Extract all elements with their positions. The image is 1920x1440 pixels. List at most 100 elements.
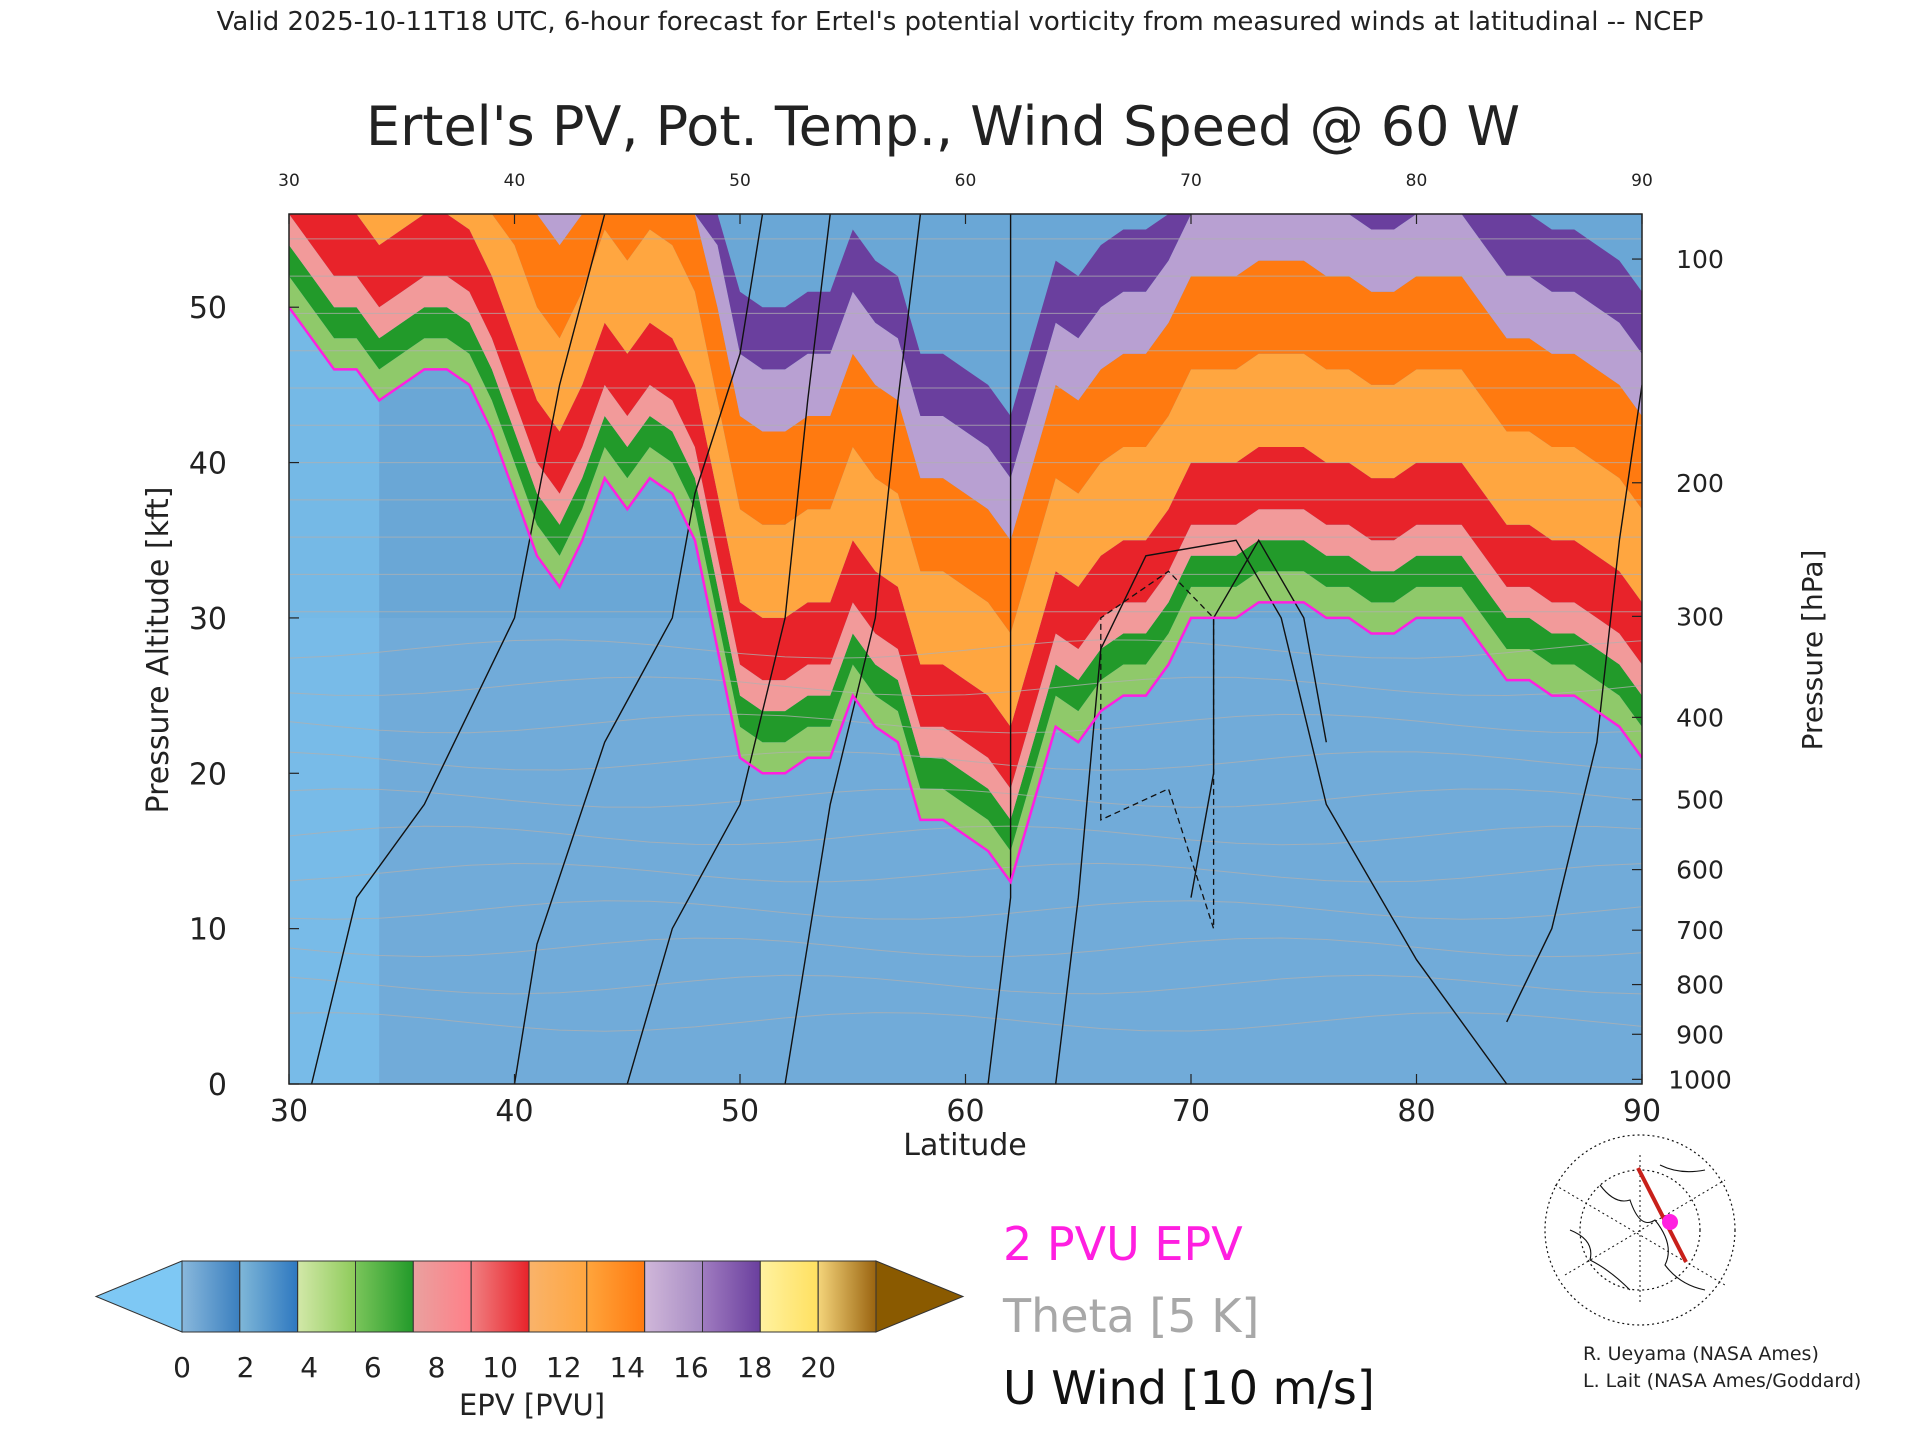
colorbar-segment — [412, 1260, 472, 1333]
theta-contour-9 — [289, 676, 1642, 697]
colorbar-segment — [470, 1260, 530, 1333]
epv-band-4 — [289, 214, 1642, 727]
wind-contours — [310, 214, 1642, 1084]
x-top-tick-label: 60 — [955, 171, 977, 191]
theta-contour-3 — [289, 900, 1642, 920]
plot-area — [289, 214, 1642, 1084]
y-tick-label: 20 — [189, 757, 227, 792]
x-tick-label: 30 — [270, 1094, 308, 1129]
colorbar-label: EPV [PVU] — [459, 1388, 605, 1422]
location-map-inset — [1540, 1134, 1740, 1326]
epv-band-0 — [289, 276, 1642, 883]
wind-contour-3 — [784, 214, 922, 1084]
y-tick-label: 40 — [189, 447, 227, 482]
colorbar-under-arrow — [94, 1260, 183, 1333]
colorbar-tick-label: 10 — [482, 1351, 518, 1384]
pressure-tick-label: 300 — [1676, 602, 1724, 631]
x-axis-label: Latitude — [903, 1128, 1026, 1163]
axis-ticks: 3030404050506060707080809090010203040501… — [189, 171, 1732, 1129]
pressure-tick-label: 800 — [1676, 971, 1724, 1000]
pressure-tick-label: 600 — [1676, 856, 1724, 885]
colorbar-segment — [181, 1260, 241, 1333]
wind-contour-0 — [310, 214, 606, 1084]
pressure-tick-label: 700 — [1676, 916, 1724, 945]
colorbar-segment — [528, 1260, 588, 1333]
colorbar-segment — [297, 1260, 357, 1333]
map-latitude-ring-outer — [1544, 1134, 1736, 1326]
x-top-tick-label: 90 — [1631, 171, 1653, 191]
theta-contour-2 — [289, 937, 1642, 958]
colorbar-tick-label: 8 — [428, 1351, 446, 1384]
theta-contour-4 — [289, 862, 1642, 883]
location-marker — [1662, 1214, 1678, 1230]
colorbar-segment — [759, 1260, 819, 1333]
wind-contour-1 — [513, 214, 764, 1084]
x-top-tick-label: 30 — [278, 171, 300, 191]
epv-band-5 — [289, 214, 1642, 634]
colorbar-segment — [817, 1260, 877, 1333]
pressure-tick-label: 500 — [1676, 786, 1724, 815]
colorbar-tick-label: 4 — [300, 1351, 318, 1384]
map-latitude-ring — [1579, 1169, 1701, 1291]
x-tick-label: 80 — [1397, 1094, 1435, 1129]
theta-contour-0 — [289, 1012, 1642, 1032]
x-top-tick-label: 50 — [729, 171, 751, 191]
colorbar-segment — [355, 1260, 414, 1333]
colorbar-segment — [239, 1260, 299, 1333]
x-top-tick-label: 40 — [504, 171, 526, 191]
wind-contour-7 — [1506, 384, 1642, 1023]
header-text: Valid 2025-10-11T18 UTC, 6-hour forecast… — [217, 7, 1704, 37]
credit-line-2: L. Lait (NASA Ames/Goddard) — [1583, 1370, 1862, 1392]
colorbar-over-arrow — [875, 1260, 965, 1333]
theta-contour-6 — [289, 788, 1642, 808]
wind-contour-2 — [626, 214, 831, 1084]
credit-line-1: R. Ueyama (NASA Ames) — [1583, 1343, 1819, 1365]
wind-contour-4 — [987, 214, 1012, 1084]
colorbar-tick-label: 14 — [609, 1351, 645, 1384]
y-axis-label: Pressure Altitude [kft] — [141, 487, 176, 814]
legend-theta: Theta [5 K] — [1002, 1289, 1259, 1343]
x-tick-label: 40 — [495, 1094, 533, 1129]
y-tick-label: 30 — [189, 602, 227, 637]
epv-band-3 — [289, 214, 1642, 789]
x-tick-label: 70 — [1172, 1094, 1210, 1129]
colorbar-tick-label: 20 — [800, 1351, 836, 1384]
legend-2pvu: 2 PVU EPV — [1003, 1217, 1243, 1271]
pressure-tick-label: 100 — [1676, 245, 1724, 274]
x-tick-label: 60 — [946, 1094, 984, 1129]
colorbar-tick-label: 18 — [737, 1351, 773, 1384]
y2-axis-label: Pressure [hPa] — [1796, 550, 1829, 751]
y-tick-label: 10 — [189, 913, 227, 948]
theta-contour-7 — [289, 751, 1642, 771]
epv-band-2 — [289, 214, 1642, 820]
epv-band-1 — [289, 245, 1642, 852]
wind-contour-5 — [1055, 539, 1508, 1084]
pressure-tick-label: 900 — [1676, 1020, 1724, 1049]
colorbar-segment — [702, 1260, 761, 1333]
wind-contour-6 — [1190, 538, 1327, 898]
colorbar-tick-label: 16 — [673, 1351, 709, 1384]
x-top-tick-label: 80 — [1406, 171, 1428, 191]
theta-contour-1 — [289, 974, 1642, 995]
2pvu-contour — [289, 306, 1642, 885]
colorbar-tick-label: 12 — [546, 1351, 582, 1384]
colorbar-tick-label: 0 — [173, 1351, 191, 1384]
legend-uwind: U Wind [10 m/s] — [1003, 1361, 1375, 1415]
colorbar-tick-label: 6 — [364, 1351, 382, 1384]
map-coastlines — [1569, 1164, 1706, 1291]
epv-band-6 — [289, 214, 1642, 541]
theta-contour-8 — [289, 713, 1642, 734]
x-tick-label: 50 — [721, 1094, 759, 1129]
colorbar-tick-label: 2 — [237, 1351, 255, 1384]
cross-section-line — [1636, 1167, 1688, 1263]
map-meridians — [1554, 1155, 1726, 1305]
x-tick-label: 90 — [1623, 1094, 1661, 1129]
pressure-tick-label: 400 — [1676, 703, 1724, 732]
x-top-tick-label: 70 — [1180, 171, 1202, 191]
theta-contours — [289, 238, 1642, 1032]
theta-contour-5 — [289, 825, 1642, 846]
y-tick-label: 0 — [208, 1068, 227, 1103]
theta-contour-10 — [289, 639, 1642, 659]
colorbar-segment — [644, 1260, 704, 1333]
